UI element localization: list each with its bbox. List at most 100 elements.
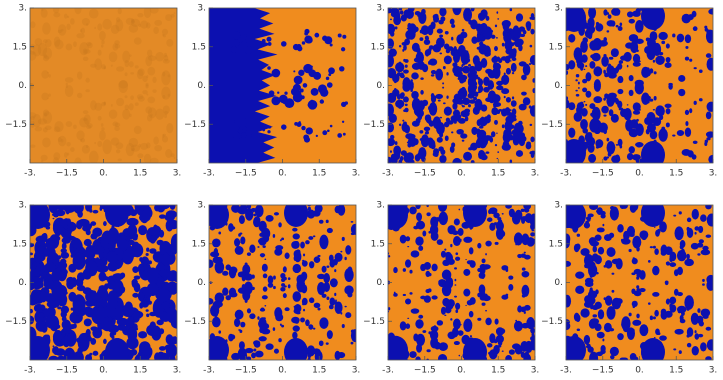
basin-blob (641, 338, 665, 360)
basin-blob (101, 102, 106, 107)
basin-blob (653, 71, 657, 75)
basin-blob (43, 55, 50, 62)
basin-blob (438, 354, 448, 360)
basin-blob (246, 252, 252, 256)
basin-blob (580, 248, 590, 256)
basin-blob (513, 320, 523, 332)
basin-blob (137, 12, 144, 18)
basin-blob (422, 230, 427, 237)
basin-blob (411, 72, 419, 80)
y-tick-label: 0. (197, 278, 206, 288)
basin-blob (261, 39, 266, 43)
basin-blob (673, 214, 677, 217)
basin-blob (400, 14, 407, 22)
basin-blob (428, 139, 436, 149)
basin-blob (99, 130, 106, 141)
basin-blob (453, 236, 461, 247)
basin-blob (482, 134, 486, 137)
basin-blob (519, 132, 526, 139)
basin-blob (306, 209, 316, 219)
basin-blob (126, 217, 139, 227)
basin-blob (626, 152, 634, 161)
basin-blob (103, 101, 106, 105)
basin-blob (292, 263, 302, 274)
basin-blob (166, 122, 174, 134)
basin-blob (587, 17, 595, 29)
basin-blob (173, 225, 177, 229)
basin-blob (430, 325, 439, 332)
x-tick-label: 3. (352, 366, 361, 376)
basin-blob (522, 63, 531, 76)
basin-blob (665, 261, 670, 266)
basin-blob (44, 39, 52, 48)
basin-blob (632, 305, 636, 309)
basin-blob (313, 256, 321, 263)
basin-blob (122, 108, 131, 120)
basin-blob (684, 127, 692, 137)
basin-blob (471, 126, 478, 135)
basin-blob (402, 69, 409, 74)
basin-blob (471, 36, 478, 44)
basin-blob (593, 66, 603, 77)
basin-blob (532, 87, 535, 94)
basin-blob (455, 252, 459, 256)
basin-blob (585, 65, 588, 68)
basin-blob (464, 108, 471, 113)
basin-blob (161, 135, 169, 143)
basin-blob (423, 39, 431, 45)
basin-blob (402, 48, 405, 52)
basin-blob (626, 104, 629, 106)
basin-blob (588, 8, 597, 19)
basin-blob (299, 88, 304, 93)
basin-blob (628, 248, 632, 253)
basin-blob (237, 207, 247, 215)
basin-blob (584, 29, 593, 39)
basin-blob (409, 351, 417, 358)
basin-blob (443, 55, 452, 65)
basin-blob (693, 100, 697, 105)
basin-blob (575, 285, 585, 295)
basin-blob (485, 151, 490, 154)
basin-blob (430, 337, 439, 349)
basin-blob (328, 67, 335, 75)
basin-blob (660, 308, 667, 316)
y-tick-label: 3. (18, 4, 27, 14)
basin-blob (591, 106, 601, 121)
basin-blob (153, 26, 159, 35)
basin-blob (413, 333, 419, 342)
basin-blob (402, 96, 409, 103)
basin-blob (453, 46, 457, 52)
basin-blob (60, 311, 67, 318)
basin-blob (30, 115, 35, 120)
basin-blob (146, 247, 150, 252)
basin-blob (444, 30, 449, 35)
basin-blob (57, 306, 62, 310)
basin-blob (133, 275, 141, 280)
basin-blob (407, 317, 410, 320)
basin-blob (496, 85, 504, 91)
x-tick-label: -3. (24, 169, 36, 179)
basin-blob (305, 319, 310, 327)
x-tick-label: −1.5 (235, 169, 257, 179)
basin-blob (584, 132, 593, 143)
basin-blob (497, 344, 502, 348)
basin-blob (661, 126, 666, 131)
basin-blob (673, 269, 679, 277)
basin-blob (73, 124, 77, 129)
basin-blob (512, 48, 517, 55)
basin-blob (505, 355, 512, 360)
basin-blob (515, 13, 524, 22)
basin-blob (405, 236, 411, 242)
basin-blob (240, 321, 246, 328)
basin-blob (652, 108, 656, 111)
basin-blob (157, 229, 160, 232)
basin-blob (127, 341, 130, 344)
basin-blob (700, 249, 711, 256)
basin-blob (295, 96, 302, 103)
basin-blob (494, 241, 499, 245)
basin-blob (478, 43, 488, 55)
basin-blob (403, 58, 406, 62)
basin-blob (317, 282, 326, 296)
basin-blob (568, 60, 576, 70)
basin-blob (40, 154, 48, 161)
